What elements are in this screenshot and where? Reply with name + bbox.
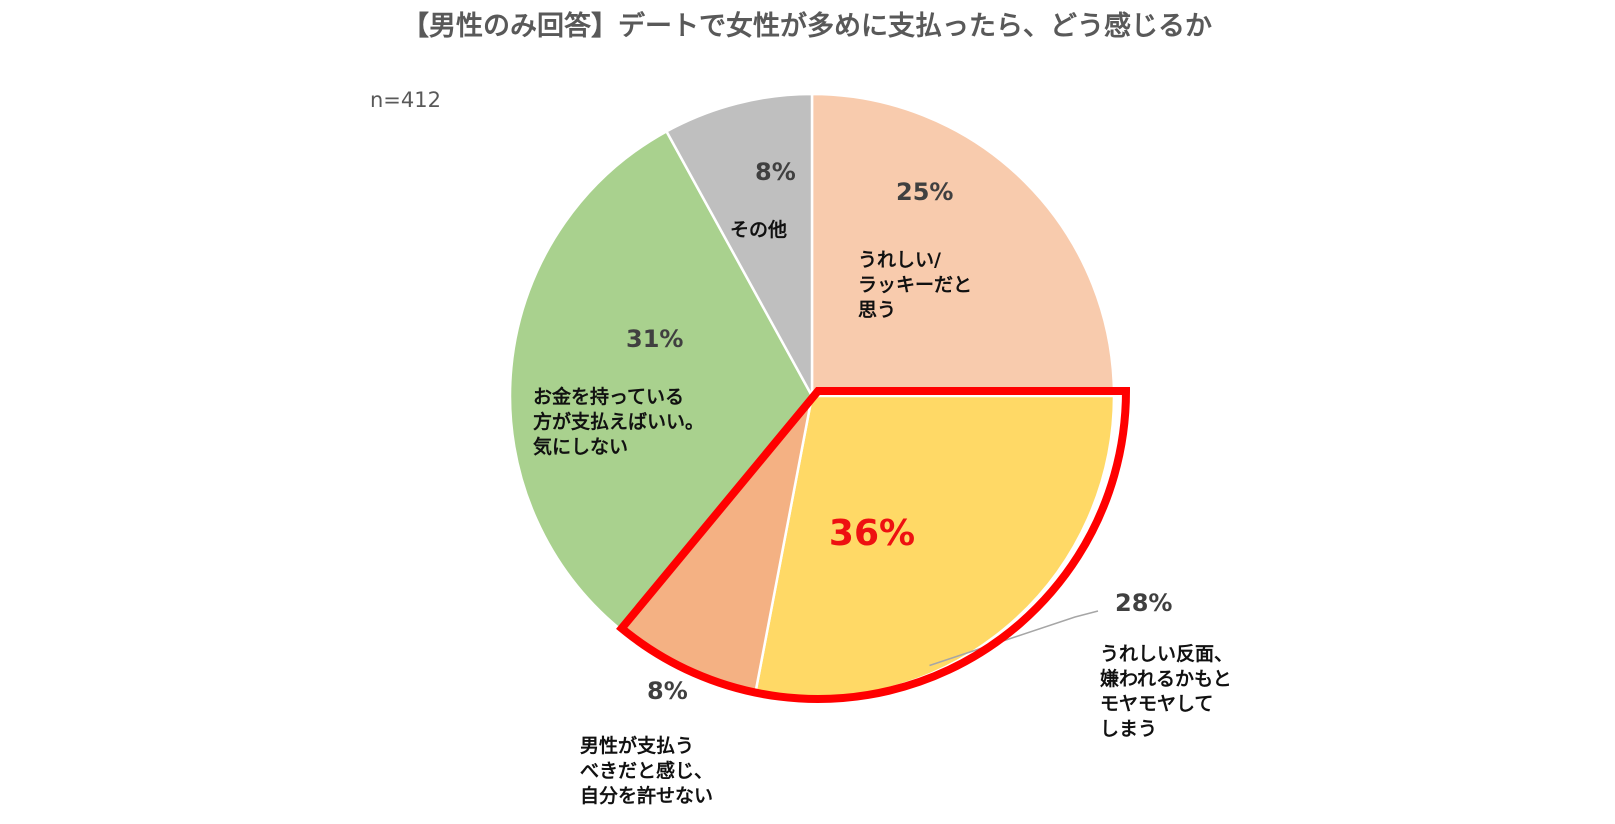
slice-name-should-pay: 男性が支払うべきだと感じ、自分を許せない [580, 734, 713, 807]
slice-name-happy-lucky: うれしい/ラッキーだと思う [858, 249, 972, 321]
highlight-group: 36% [616, 387, 1131, 703]
slice-percent-happy-but-worried: 28% [1115, 589, 1172, 617]
slice-name-line: お金を持っている [533, 385, 684, 408]
slice-name-line: 気にしない [533, 435, 628, 458]
slice-name-line: ラッキーだと [858, 274, 972, 296]
chart-title: 【男性のみ回答】デートで女性が多めに支払ったら、どう感じるか [402, 10, 1212, 42]
slice-name-line: しまう [1100, 718, 1157, 740]
slice-percent-other: 8% [755, 158, 796, 186]
slice-name-line: 思う [858, 299, 896, 321]
slice-name-line: 自分を許せない [580, 784, 713, 807]
slice-name-line: 男性が支払う [580, 734, 694, 757]
slice-percent-should-pay: 8% [647, 677, 688, 705]
slice-name-line: うれしい反面、 [1100, 643, 1233, 665]
highlight-percent: 36% [829, 513, 915, 554]
slice-name-happy-but-worried: うれしい反面、嫌われるかもとモヤモヤしてしまう [1100, 643, 1233, 740]
sample-size-note: n=412 [370, 88, 441, 112]
slice-happy-lucky [810, 92, 1116, 398]
slice-name-line: 嫌われるかもと [1100, 667, 1232, 690]
slice-name-line: うれしい/ [858, 249, 941, 271]
leader-lines [929, 610, 1099, 667]
slice-name-other: その他 [730, 218, 787, 241]
highlight-outline [616, 387, 1131, 703]
pie-slices [508, 92, 1116, 700]
slice-other [664, 92, 814, 397]
slice-happy-but-worried [753, 394, 1116, 700]
slice-name-line: 方が支払えばいい。 [533, 410, 704, 433]
slice-whoever-has-money [508, 129, 814, 631]
leader-line-happy-but-worried [929, 610, 1099, 667]
slice-name-line: べきだと感じ、 [580, 759, 713, 782]
slice-name-line: モヤモヤして [1100, 693, 1213, 715]
slice-percent-happy-lucky: 25% [896, 178, 953, 206]
slice-name-line: その他 [730, 218, 787, 241]
slice-percent-whoever-has-money: 31% [626, 325, 683, 353]
slice-name-whoever-has-money: お金を持っている方が支払えばいい。気にしない [533, 385, 704, 458]
slice-labels: 25% うれしい/ラッキーだと思う 28% うれしい反面、嫌われるかもとモヤモヤしてし… [533, 158, 1233, 807]
